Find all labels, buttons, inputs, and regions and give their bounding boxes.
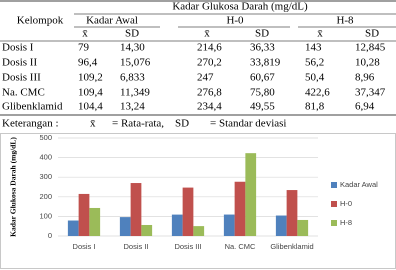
row-label: Glibenklamid bbox=[2, 101, 63, 113]
stat-label: SD bbox=[365, 28, 379, 40]
table-cell: 75,80 bbox=[250, 87, 275, 99]
note-symbol: x̄ bbox=[90, 118, 96, 130]
chart: 0 100 200 300 400 500 Kadar Glukosa Darah (mg/… bbox=[9, 133, 378, 251]
bar bbox=[119, 217, 131, 236]
bar bbox=[89, 207, 101, 236]
table-cell: 13,24 bbox=[120, 101, 145, 113]
row-label: Dosis I bbox=[2, 42, 34, 54]
table-cell: 6,94 bbox=[355, 101, 375, 113]
table-cell: 109,4 bbox=[78, 87, 103, 99]
table-title: Kadar Glukosa Darah (mg/dL) bbox=[172, 1, 308, 13]
table-cell: 81,8 bbox=[305, 101, 325, 113]
legend-swatch bbox=[331, 182, 337, 188]
y-tick-label: 0 bbox=[48, 231, 52, 240]
table-cell: 33,819 bbox=[250, 57, 281, 69]
bar bbox=[234, 181, 246, 236]
table-cell: 10,28 bbox=[355, 57, 380, 69]
y-axis-label: Kadar Glukosa Darah (mg/dL) bbox=[9, 137, 18, 237]
legend-label: H-8 bbox=[340, 218, 352, 227]
table-cell: 96,4 bbox=[78, 57, 98, 69]
group-header: Kelompok bbox=[17, 15, 64, 27]
y-tick-label: 500 bbox=[39, 133, 52, 142]
legend-label: H-0 bbox=[340, 199, 352, 208]
row-label: Na. CMC bbox=[2, 87, 45, 99]
table-cell: 79 bbox=[78, 42, 90, 54]
table-cell: 11,349 bbox=[120, 87, 150, 99]
note-text: = Rata-rata, bbox=[112, 118, 164, 130]
x-tick-label: Na. CMC bbox=[225, 242, 256, 251]
table-cell: 36,33 bbox=[250, 42, 275, 54]
table-cell: 104,4 bbox=[78, 101, 103, 113]
table-cell: 60,67 bbox=[250, 72, 275, 84]
bar bbox=[297, 219, 309, 236]
note-text: = Standar deviasi bbox=[210, 118, 286, 130]
y-tick-label: 300 bbox=[39, 172, 52, 181]
table-cell: 15,076 bbox=[120, 57, 151, 69]
table-cell: 109,2 bbox=[78, 72, 103, 84]
stat-label: SD bbox=[255, 28, 269, 40]
table-cell: 143 bbox=[305, 42, 322, 54]
y-tick-label: 200 bbox=[39, 192, 52, 201]
bar bbox=[78, 193, 90, 236]
table-cell: 422,6 bbox=[305, 87, 330, 99]
table-cell: 56,2 bbox=[305, 57, 324, 69]
table-cell: 12,845 bbox=[355, 42, 386, 54]
table-cell: 14,30 bbox=[120, 42, 145, 54]
table-cell: 247 bbox=[197, 72, 214, 84]
x-tick-label: Glibenklamid bbox=[270, 242, 313, 251]
table-cell: 8,96 bbox=[355, 72, 375, 84]
stat-label: x̄ bbox=[82, 28, 88, 40]
bar bbox=[245, 153, 257, 236]
column-header: H-0 bbox=[226, 15, 244, 27]
note-label: Keterangan : bbox=[2, 118, 59, 130]
table-cell: 270,2 bbox=[197, 57, 222, 69]
table-cell: 37,347 bbox=[355, 87, 386, 99]
table-cell: 214,6 bbox=[197, 42, 222, 54]
table-cell: 6,833 bbox=[120, 72, 145, 84]
bar bbox=[275, 215, 287, 236]
y-tick-label: 100 bbox=[39, 211, 52, 220]
table-cell: 49,55 bbox=[250, 101, 275, 113]
row-label: Dosis II bbox=[2, 57, 37, 69]
bar bbox=[223, 214, 235, 236]
x-tick-label: Dosis II bbox=[123, 242, 148, 251]
bar bbox=[286, 190, 298, 236]
stat-label: SD bbox=[125, 28, 139, 40]
bar bbox=[130, 183, 142, 236]
legend-swatch bbox=[331, 201, 337, 207]
table-cell: 234,4 bbox=[197, 101, 222, 113]
column-header: H-8 bbox=[336, 15, 354, 27]
row-label: Dosis III bbox=[2, 72, 41, 84]
table-cell: 276,8 bbox=[197, 87, 222, 99]
legend-swatch bbox=[331, 220, 337, 226]
column-header: Kadar Awal bbox=[86, 15, 138, 27]
x-tick-label: Dosis I bbox=[73, 242, 96, 251]
bar bbox=[67, 220, 79, 236]
bar bbox=[171, 214, 183, 236]
stat-label: x̄ bbox=[317, 28, 323, 40]
table-cell: 50,4 bbox=[305, 72, 325, 84]
bar bbox=[182, 187, 194, 236]
x-tick-label: Dosis III bbox=[174, 242, 201, 251]
bar bbox=[141, 224, 153, 236]
legend-label: Kadar Awal bbox=[340, 180, 378, 189]
note-symbol: SD bbox=[175, 118, 189, 130]
bar bbox=[193, 226, 205, 236]
stat-label: x̄ bbox=[204, 28, 210, 40]
y-tick-label: 400 bbox=[39, 153, 52, 162]
